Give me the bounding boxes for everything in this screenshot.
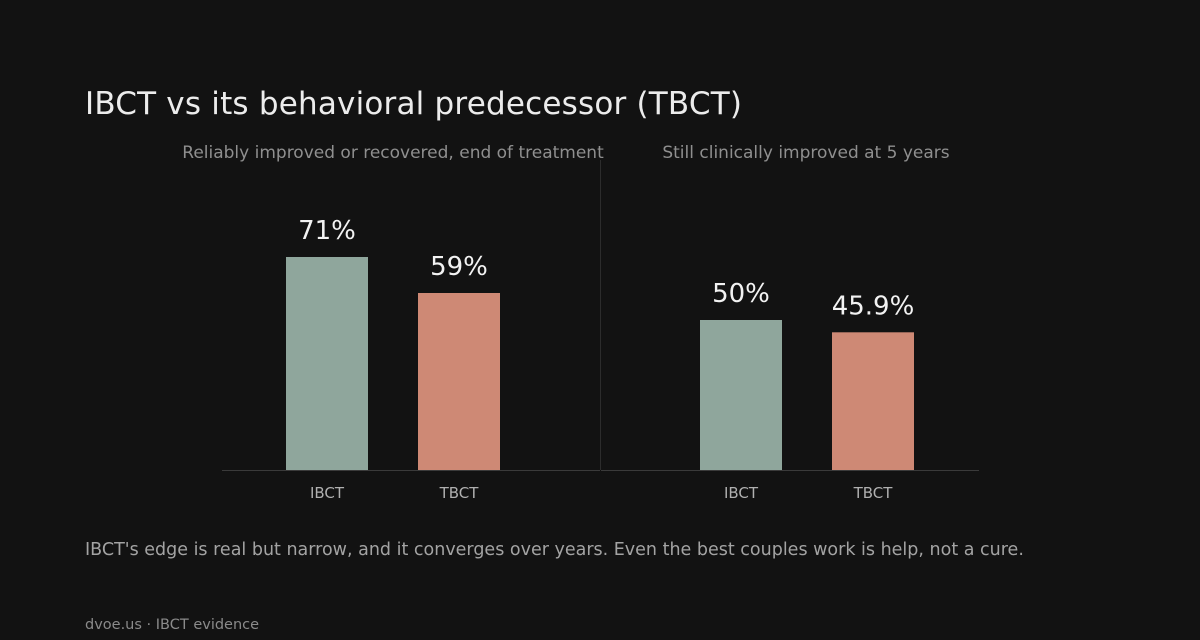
x-tick-label: IBCT xyxy=(724,484,759,502)
data-label: 71% xyxy=(298,216,356,246)
data-label: 50% xyxy=(712,279,770,309)
x-tick-label: TBCT xyxy=(853,484,894,502)
data-label: 59% xyxy=(430,252,488,282)
bar-ibct xyxy=(286,257,368,470)
x-tick-label: IBCT xyxy=(310,484,345,502)
bar-tbct xyxy=(832,332,914,470)
panel-subtitle: Still clinically improved at 5 years xyxy=(662,143,949,163)
bar-ibct xyxy=(700,320,782,470)
chart-panels: Reliably improved or recovered, end of t… xyxy=(182,143,979,502)
x-tick-label: TBCT xyxy=(439,484,480,502)
chart-title: IBCT vs its behavioral predecessor (TBCT… xyxy=(85,86,743,122)
data-label: 45.9% xyxy=(832,291,915,321)
chart-footer: dvoe.us · IBCT evidence xyxy=(85,617,260,633)
chart-panel-1: Reliably improved or recovered, end of t… xyxy=(182,143,604,502)
chart-caption: IBCT's edge is real but narrow, and it c… xyxy=(85,540,1024,560)
chart-panel-2: Still clinically improved at 5 years 50% I… xyxy=(601,143,979,502)
bar-tbct xyxy=(418,293,500,470)
panel-subtitle: Reliably improved or recovered, end of t… xyxy=(182,143,604,163)
